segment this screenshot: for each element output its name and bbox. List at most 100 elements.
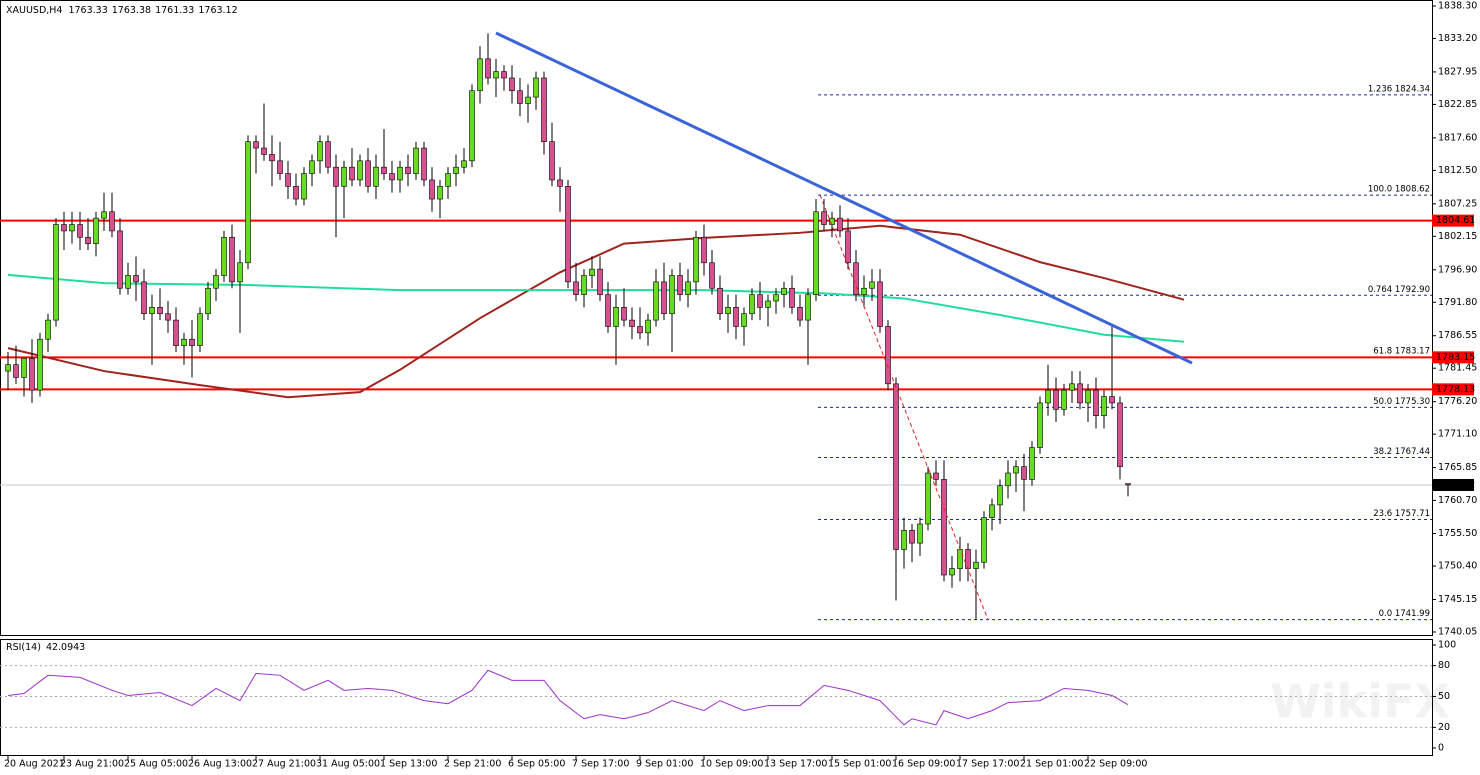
candle-body — [725, 307, 731, 315]
candle-body — [149, 307, 155, 315]
candle-body — [693, 236, 699, 283]
candle-body — [381, 166, 387, 174]
moving-average — [7, 273, 1185, 343]
candle-body — [613, 307, 619, 327]
candle-body — [61, 224, 67, 232]
x-tick-label: 10 Sep 09:00 — [700, 759, 763, 770]
candle-body — [557, 179, 563, 187]
candle-body — [269, 154, 275, 162]
fib-label: 0.0 1741.99 — [1379, 609, 1430, 619]
candle-body — [541, 77, 547, 143]
rsi-value: 42.0943 — [46, 642, 85, 653]
rsi-name: RSI(14) — [6, 642, 41, 653]
y-tick-label: 1771.10 — [1438, 429, 1477, 440]
trendline — [819, 194, 989, 620]
x-tick-label: 7 Sep 17:00 — [572, 759, 629, 770]
watermark: WikiFX — [1270, 675, 1450, 729]
x-tick-label: 27 Aug 21:00 — [252, 759, 316, 770]
candle-body — [133, 275, 139, 283]
candle-body — [165, 313, 171, 321]
candle-body — [909, 530, 915, 544]
candle-body — [1109, 396, 1115, 404]
candle-body — [837, 217, 843, 232]
current-price-label: 1763.12 — [1436, 479, 1475, 490]
candle-body — [445, 173, 451, 187]
x-tick-label: 31 Aug 05:00 — [316, 759, 380, 770]
candle-body — [893, 383, 899, 550]
candle-body — [253, 141, 259, 149]
candle-body — [1045, 389, 1051, 404]
candle-body — [309, 160, 315, 174]
candle-body — [813, 211, 819, 295]
candle-body — [141, 281, 147, 315]
candle-body — [485, 58, 491, 79]
candle-body — [789, 287, 795, 308]
candle-body — [173, 319, 179, 346]
fib-label: 23.6 1757.71 — [1373, 509, 1430, 519]
candle-body — [1005, 472, 1011, 487]
candle-body — [1029, 447, 1035, 480]
fib-label: 0.764 1792.90 — [1368, 285, 1430, 295]
x-tick-label: 13 Sep 17:00 — [764, 759, 827, 770]
candle-body — [797, 307, 803, 321]
candle-body — [37, 338, 43, 391]
high: 1763.38 — [112, 5, 151, 16]
candle-body — [781, 287, 787, 295]
x-tick-label: 25 Aug 05:00 — [124, 759, 188, 770]
candle-body — [1069, 383, 1075, 391]
y-tick-label: 1833.20 — [1438, 33, 1477, 44]
y-tick-label: 1838.30 — [1438, 0, 1477, 11]
candle-body — [741, 313, 747, 327]
candle-body — [317, 141, 323, 162]
rsi-header: RSI(14) 42.0943 — [6, 642, 85, 653]
candle-body — [869, 281, 875, 289]
candle-body — [229, 236, 235, 283]
low: 1761.33 — [155, 5, 194, 16]
y-tick-label: 1822.85 — [1438, 99, 1477, 110]
candle-body — [581, 275, 587, 295]
candle-body — [13, 364, 19, 378]
trendline — [495, 31, 1193, 365]
symbol-header: XAUUSD,H4 1763.33 1763.38 1761.33 1763.12 — [6, 5, 238, 16]
x-tick-label: 26 Aug 13:00 — [188, 759, 252, 770]
x-tick-label: 22 Sep 09:00 — [1084, 759, 1147, 770]
open: 1763.33 — [68, 5, 107, 16]
candle-body — [525, 96, 531, 104]
candle-body — [933, 472, 939, 480]
candle-body — [325, 141, 331, 168]
candle-body — [189, 338, 195, 346]
candle-body — [517, 90, 523, 104]
candle-body — [53, 224, 59, 321]
candle-body — [1093, 389, 1099, 416]
candle-body — [669, 275, 675, 315]
candle-body — [93, 217, 99, 244]
x-tick-label: 15 Sep 01:00 — [828, 759, 891, 770]
candle-body — [509, 77, 515, 92]
candle-body — [245, 141, 251, 264]
candle-body — [861, 287, 867, 295]
candle-body — [653, 281, 659, 321]
candle-body — [1053, 389, 1059, 410]
candle-body — [709, 262, 715, 289]
candle-body — [925, 472, 931, 525]
candle-body — [357, 160, 363, 181]
candle-body — [69, 224, 75, 232]
candle-body — [373, 166, 379, 187]
y-tick-label: 1807.25 — [1438, 198, 1477, 209]
candle-body — [85, 236, 91, 244]
x-tick-label: 16 Sep 09:00 — [892, 759, 955, 770]
candle-body — [765, 300, 771, 308]
candle-body — [477, 58, 483, 92]
candle-body — [469, 90, 475, 162]
candle-body — [1101, 396, 1107, 416]
fib-label: 100.0 1808.62 — [1368, 185, 1430, 195]
candle-body — [453, 166, 459, 174]
candle-body — [1077, 383, 1083, 404]
candle-body — [621, 307, 627, 321]
candle-body — [989, 504, 995, 518]
candle-body — [645, 319, 651, 334]
candle-body — [629, 319, 635, 327]
candle-body — [421, 147, 427, 181]
candle-body — [885, 326, 891, 385]
rsi-tick-label: 80 — [1438, 660, 1450, 671]
